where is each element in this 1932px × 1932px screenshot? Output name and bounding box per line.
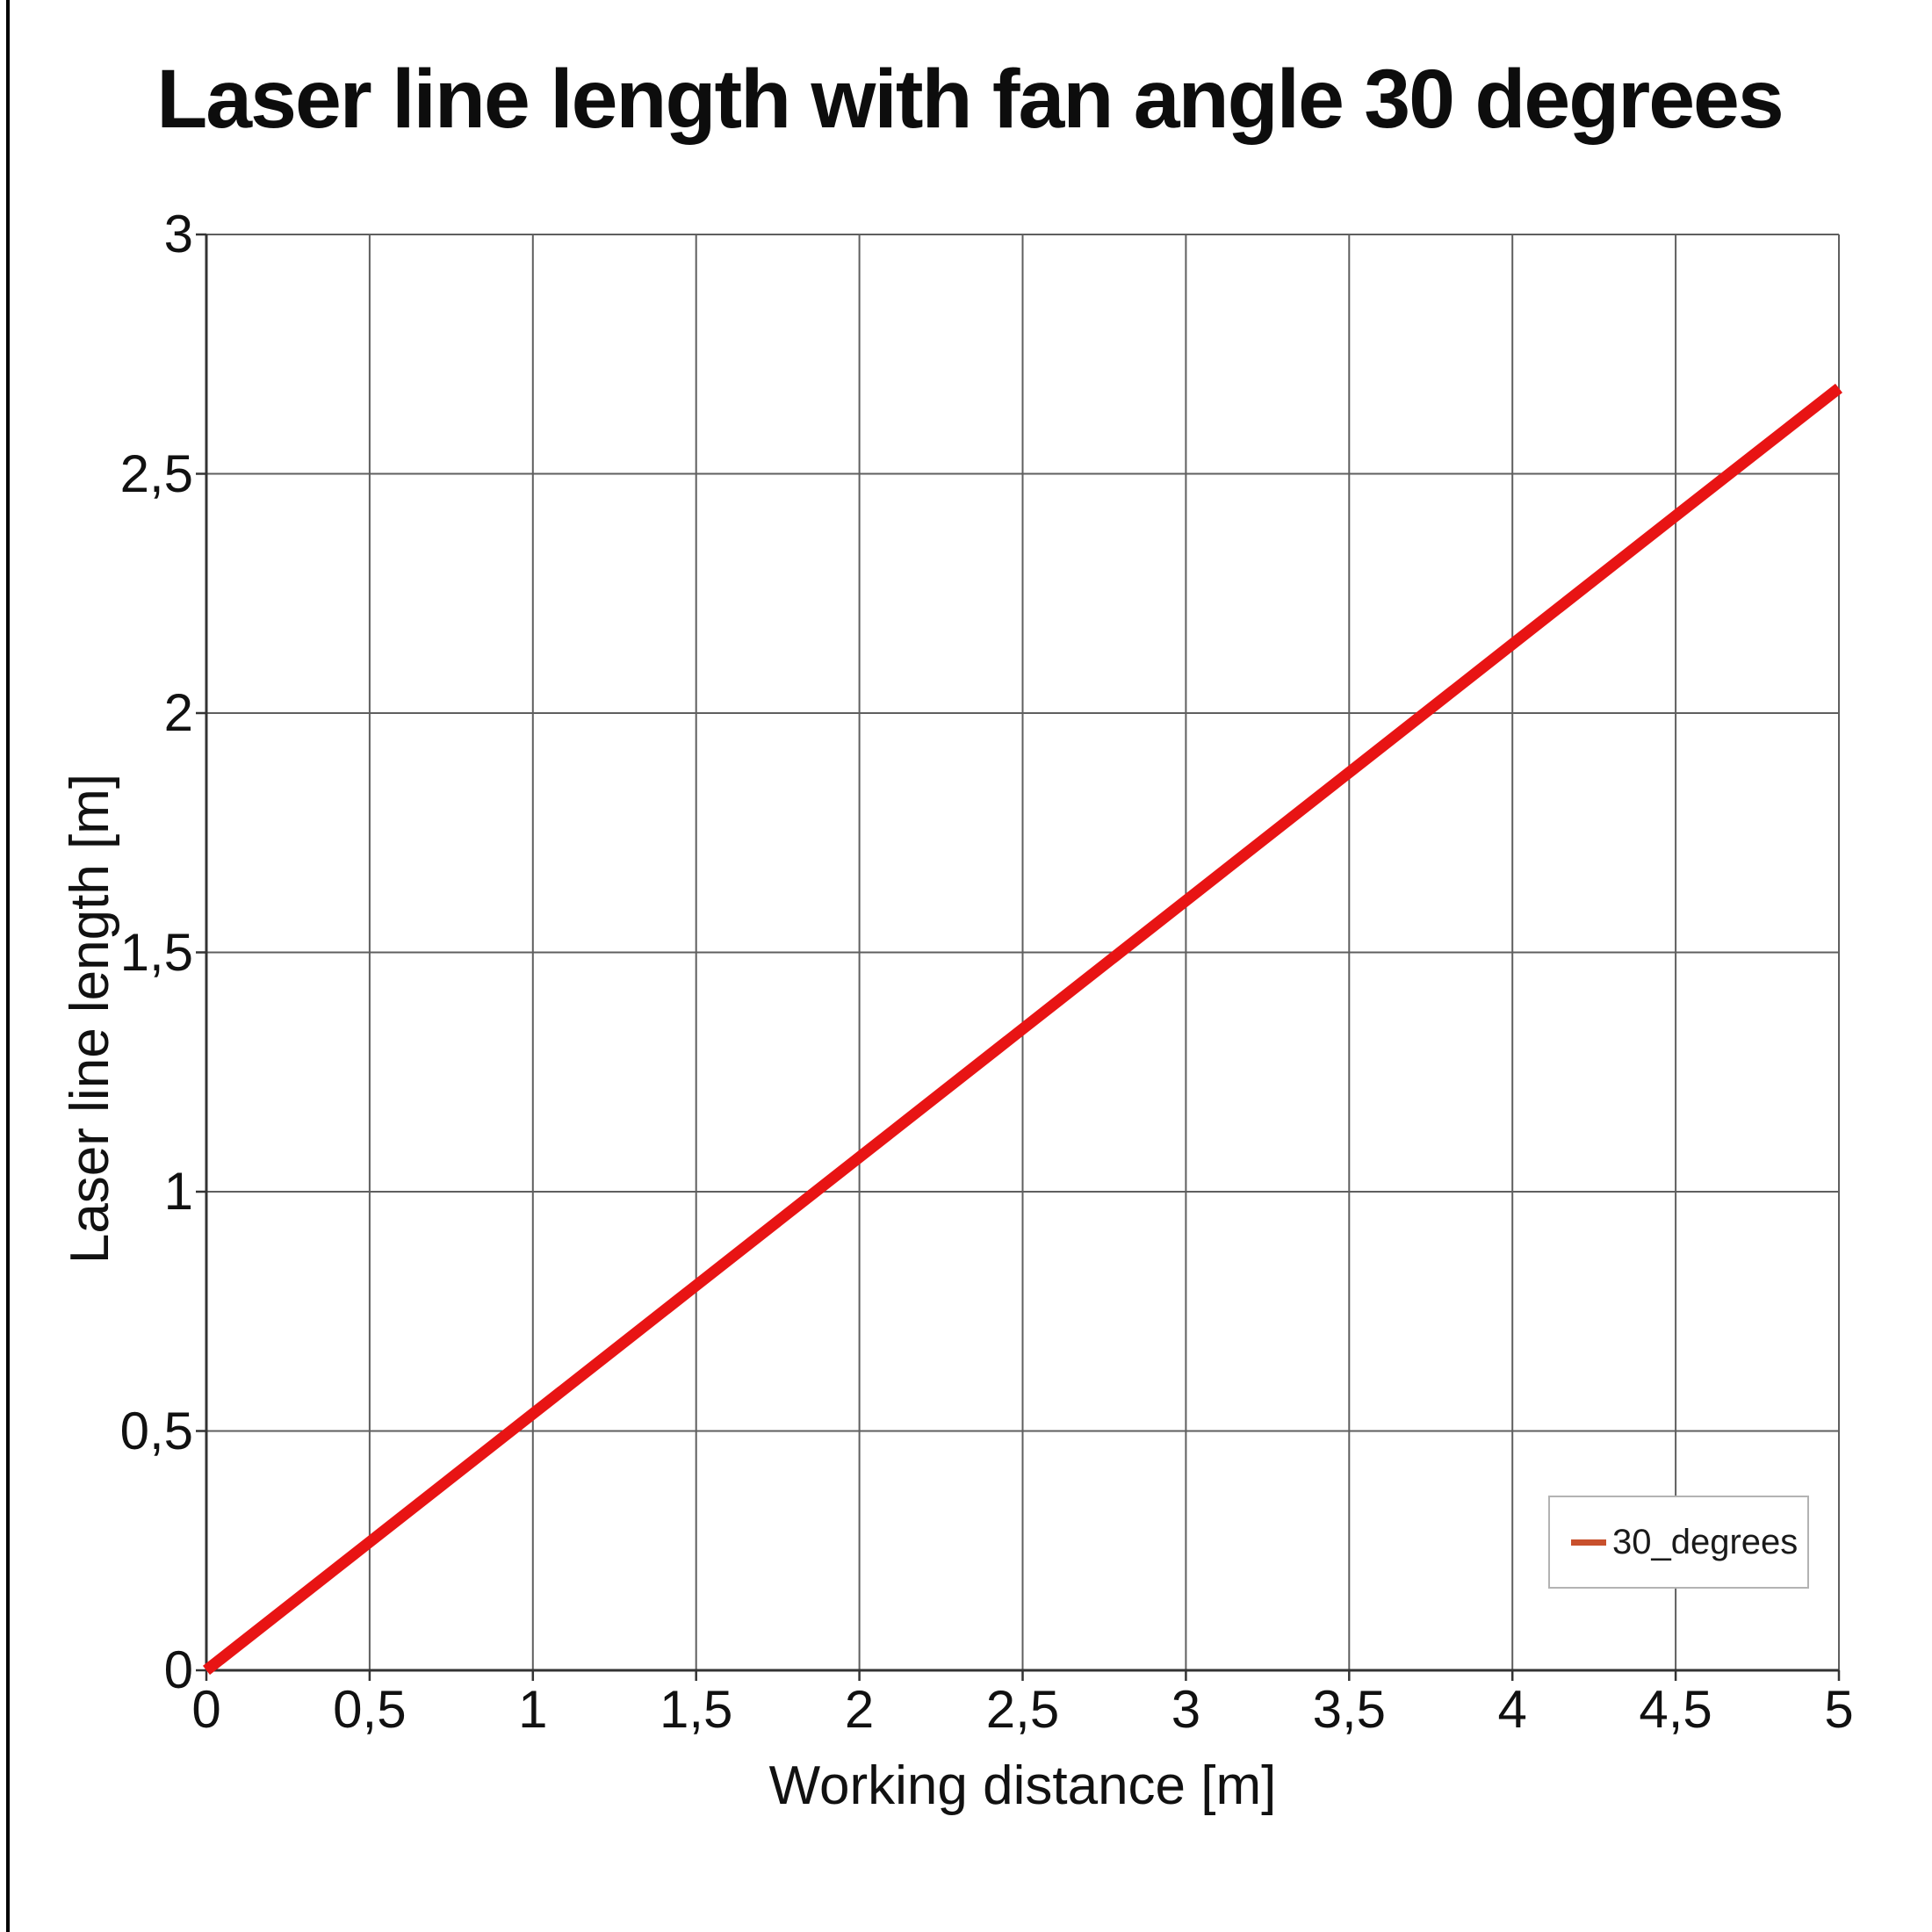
plot-svg <box>196 233 1843 1681</box>
x-tick-label: 3,5 <box>1312 1680 1386 1739</box>
x-tick-label: 0 <box>191 1680 221 1739</box>
y-tick-label: 2 <box>163 683 193 742</box>
chart-title: Laser line length with fan angle 30 degr… <box>156 53 1784 146</box>
series-line-30_degrees <box>202 383 1843 1676</box>
x-tick-label: 2 <box>844 1680 875 1739</box>
x-tick-label: 4 <box>1497 1680 1527 1739</box>
x-axis-title: Working distance [m] <box>768 1755 1277 1816</box>
x-tick-label: 5 <box>1824 1680 1854 1739</box>
page-border-left <box>6 0 10 1932</box>
legend-label: 30_degrees <box>1612 1522 1799 1561</box>
legend-marker-line <box>1571 1539 1606 1546</box>
y-tick-label: 0,5 <box>119 1401 193 1460</box>
y-tick-label: 1,5 <box>119 922 193 982</box>
x-tick-label: 4,5 <box>1639 1680 1712 1739</box>
x-tick-label: 1 <box>518 1680 548 1739</box>
legend: 30_degrees <box>1548 1496 1809 1589</box>
x-tick-label: 2,5 <box>985 1680 1060 1739</box>
y-tick-label: 0 <box>163 1640 193 1699</box>
x-tick-label: 1,5 <box>659 1680 733 1739</box>
x-tick-label: 3 <box>1171 1680 1201 1739</box>
y-tick-label: 3 <box>163 205 193 263</box>
y-tick-label: 2,5 <box>119 443 193 503</box>
y-tick-label: 1 <box>163 1162 193 1221</box>
x-tick-label: 0,5 <box>333 1680 407 1739</box>
plot-area <box>196 233 1843 1681</box>
